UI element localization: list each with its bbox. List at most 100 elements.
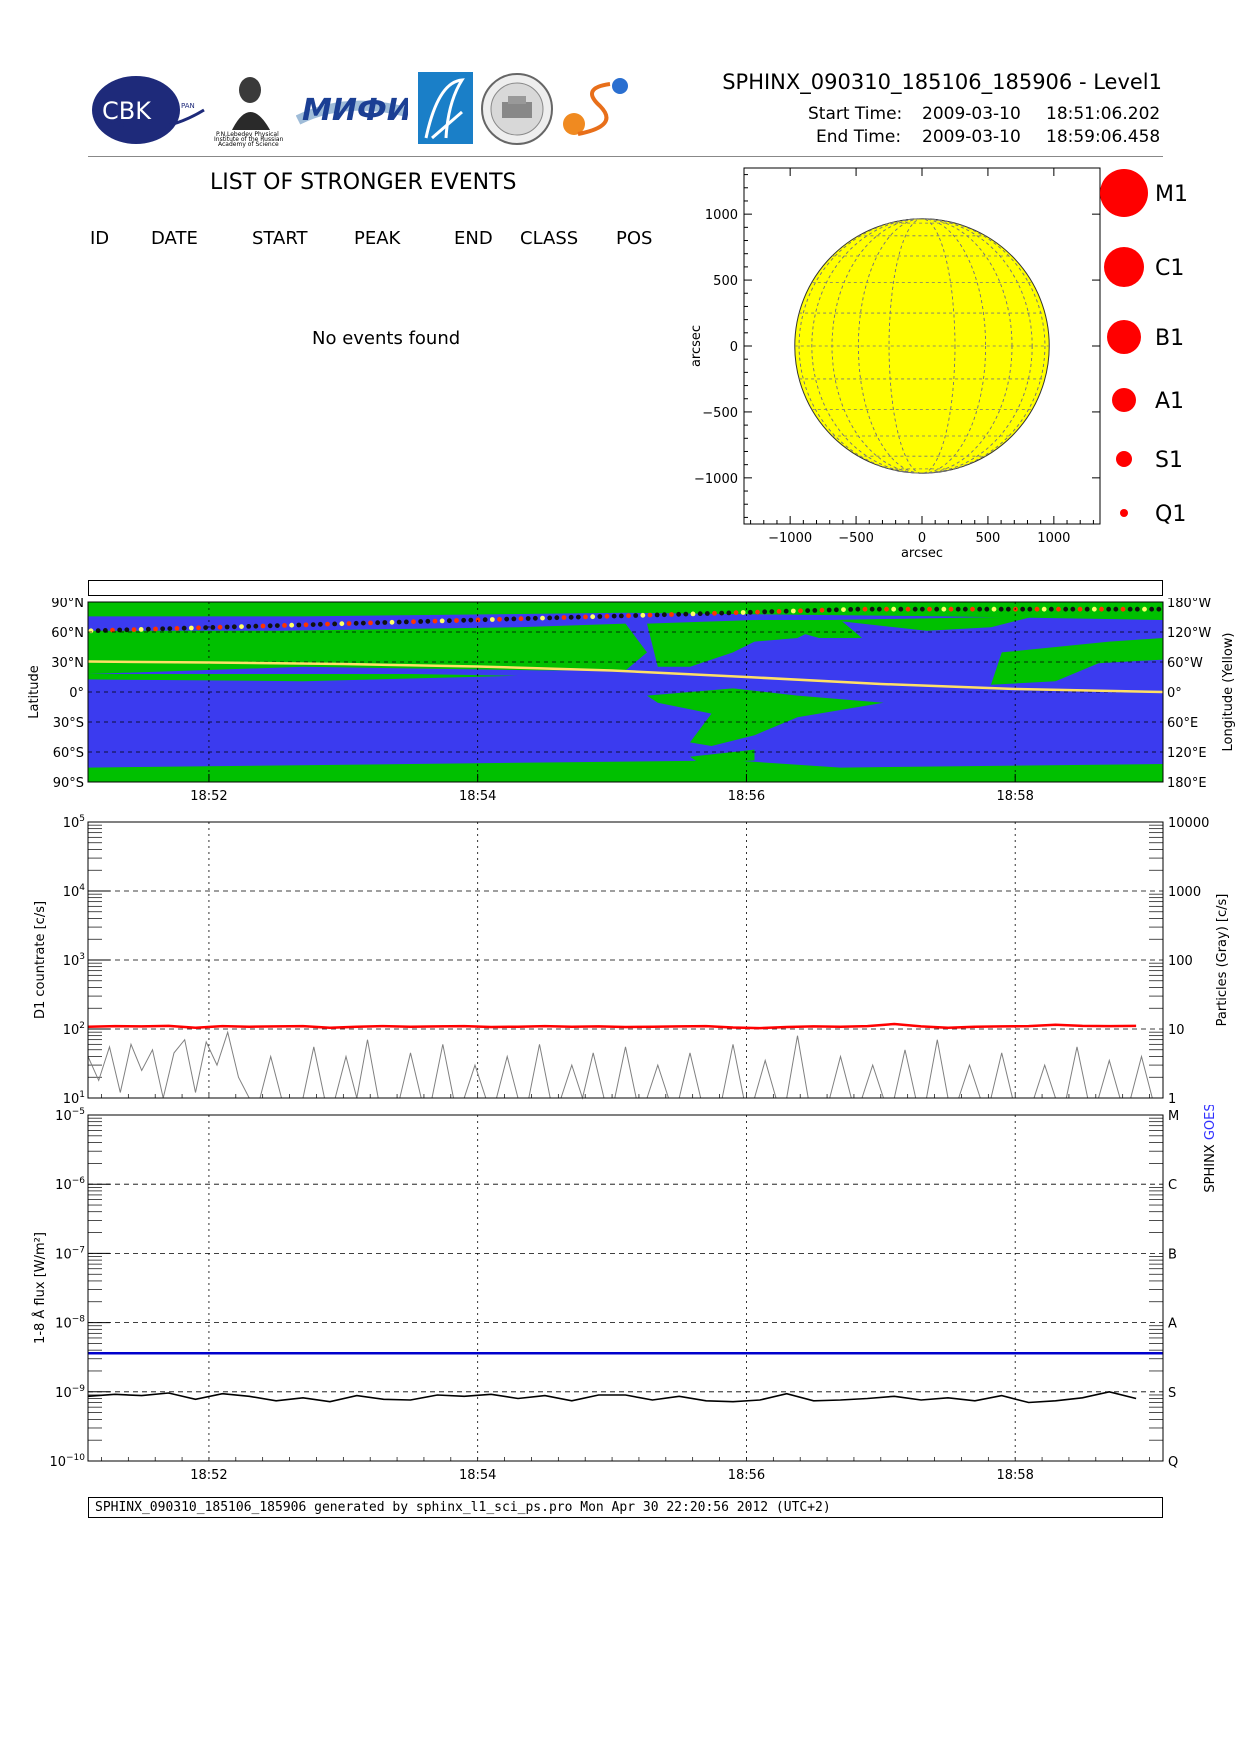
sphinx-flux-line [87, 1390, 1137, 1404]
orbit-dot [375, 620, 381, 626]
col-peak: PEAK [354, 228, 401, 249]
orbit-dot [1020, 606, 1026, 612]
orbit-dot [217, 624, 223, 630]
col-pos: POS [616, 228, 653, 249]
orbit-dot [282, 623, 287, 628]
orbit-dot [712, 610, 717, 616]
y-tick-label: 104 [63, 883, 86, 900]
orbit-dot [138, 627, 144, 632]
orbit-dot [704, 611, 710, 616]
orbit-dot [575, 614, 581, 620]
orbit-dot [203, 625, 209, 630]
col-class: CLASS [520, 228, 579, 249]
lat-tick-label: 30°N [51, 656, 84, 671]
y-tick-label: −1000 [694, 472, 738, 487]
orbit-dot [124, 627, 130, 633]
legend-dot-q1 [1120, 509, 1128, 517]
orbit-dot [812, 608, 818, 613]
landmass [754, 620, 862, 638]
orbit-dot [790, 608, 796, 614]
orbit-dot [626, 613, 631, 619]
legend-dot-a1 [1112, 388, 1136, 412]
landmass [647, 688, 884, 746]
orbit-dot [475, 617, 481, 623]
orbit-map-chart: 18:52 18:54 18:56 18:58 90°N 60°N 30°N 0° 30°S 60… [27, 598, 1236, 804]
orbit-dot [296, 622, 302, 628]
orbit-dot [633, 613, 639, 618]
y-tick-label: 105 [63, 814, 85, 831]
orbit-dot [525, 616, 531, 621]
orbit-dot [389, 619, 395, 625]
legend-label-b1: B1 [1155, 326, 1184, 351]
orbit-dot [153, 626, 158, 632]
orbit-dot [884, 606, 889, 612]
y-right-tick-label: M [1168, 1109, 1179, 1124]
orbit-dot [210, 625, 216, 630]
landmass [88, 623, 647, 674]
lebedev-caption-2: Institute of the Russian [214, 136, 284, 143]
iki-logo [418, 72, 473, 144]
orbit-dot [1077, 606, 1083, 612]
lebedev-logo: P.N.Lebedev Physical Institute of the Ru… [212, 72, 292, 148]
col-date: DATE [151, 228, 198, 249]
lat-tick-label: 90°N [51, 598, 84, 611]
flare-class-legend: M1 C1 B1 A1 S1 Q1 [1100, 169, 1188, 527]
orbit-dot [561, 615, 567, 620]
orbit-dot [819, 607, 825, 613]
longitude-line [798, 218, 1046, 474]
y-tick-label: 102 [63, 1021, 85, 1038]
orbit-dot [181, 625, 187, 631]
orbit-dot [762, 609, 768, 615]
orbit-dot [597, 614, 603, 619]
orbit-dot [339, 621, 345, 627]
footer: SPHINX_090310_185106_185906 generated by… [88, 1497, 1163, 1518]
orbit-dot [1048, 606, 1054, 612]
orbit-dot [783, 608, 789, 614]
map-y-label-right: Longitude (Yellow) [1221, 633, 1236, 752]
longitude-line [857, 218, 987, 474]
empty-bar [88, 580, 1163, 596]
orbit-dot [1027, 606, 1033, 612]
legend-dot-c1 [1104, 247, 1144, 287]
goes-label: GOES [1203, 1105, 1218, 1140]
orbit-dot [568, 614, 574, 620]
landmass [88, 760, 1163, 782]
orbit-dot [1063, 606, 1069, 612]
file-title: SPHINX_090310_185106_185906 - Level1 [722, 70, 1162, 94]
orbit-dot [174, 626, 180, 631]
sphinx-label: SPHINX [1203, 1140, 1218, 1192]
end-time-label: End Time: [816, 127, 902, 147]
orbit-dot [977, 606, 983, 612]
lebedev-caption-1: P.N.Lebedev Physical [216, 131, 279, 138]
x-tick-label: 0 [918, 531, 926, 546]
legend-dot-s1 [1116, 451, 1132, 467]
x-tick-label: 500 [976, 531, 1001, 546]
x-tick-label: 18:56 [728, 1468, 765, 1483]
lat-tick-label: 30°S [53, 716, 84, 731]
x-tick-label: 18:52 [190, 1468, 227, 1483]
solar-logo [560, 76, 632, 142]
orbit-dot [454, 618, 459, 623]
particles-y-label: Particles (Gray) [c/s] [1215, 894, 1230, 1027]
x-tick-label: 18:58 [996, 789, 1033, 804]
orbit-dot [1134, 606, 1140, 612]
sphinx-countrate-line [87, 1022, 1137, 1030]
orbit-dot [504, 616, 510, 622]
map-y-label: Latitude [27, 665, 42, 719]
y-right-tick-label: 1 [1168, 1092, 1176, 1107]
orbit-dot [332, 621, 338, 627]
orbit-dot [833, 607, 839, 613]
orbit-dot [1127, 606, 1133, 612]
orbit-dot [461, 617, 467, 623]
start-date: 2009-03-10 [922, 104, 1021, 124]
panel-y-label: D1 countrate [c/s] [33, 901, 48, 1019]
col-id: ID [90, 228, 110, 249]
landmass [88, 602, 1163, 620]
orbit-dot [532, 615, 538, 621]
disk-y-label: arcsec [689, 325, 704, 367]
orbit-dot [726, 610, 732, 616]
orbit-dot [260, 623, 266, 629]
orbit-dot [145, 626, 151, 632]
orbit-dot [841, 607, 846, 612]
lon-tick-label: 0° [1167, 686, 1182, 701]
